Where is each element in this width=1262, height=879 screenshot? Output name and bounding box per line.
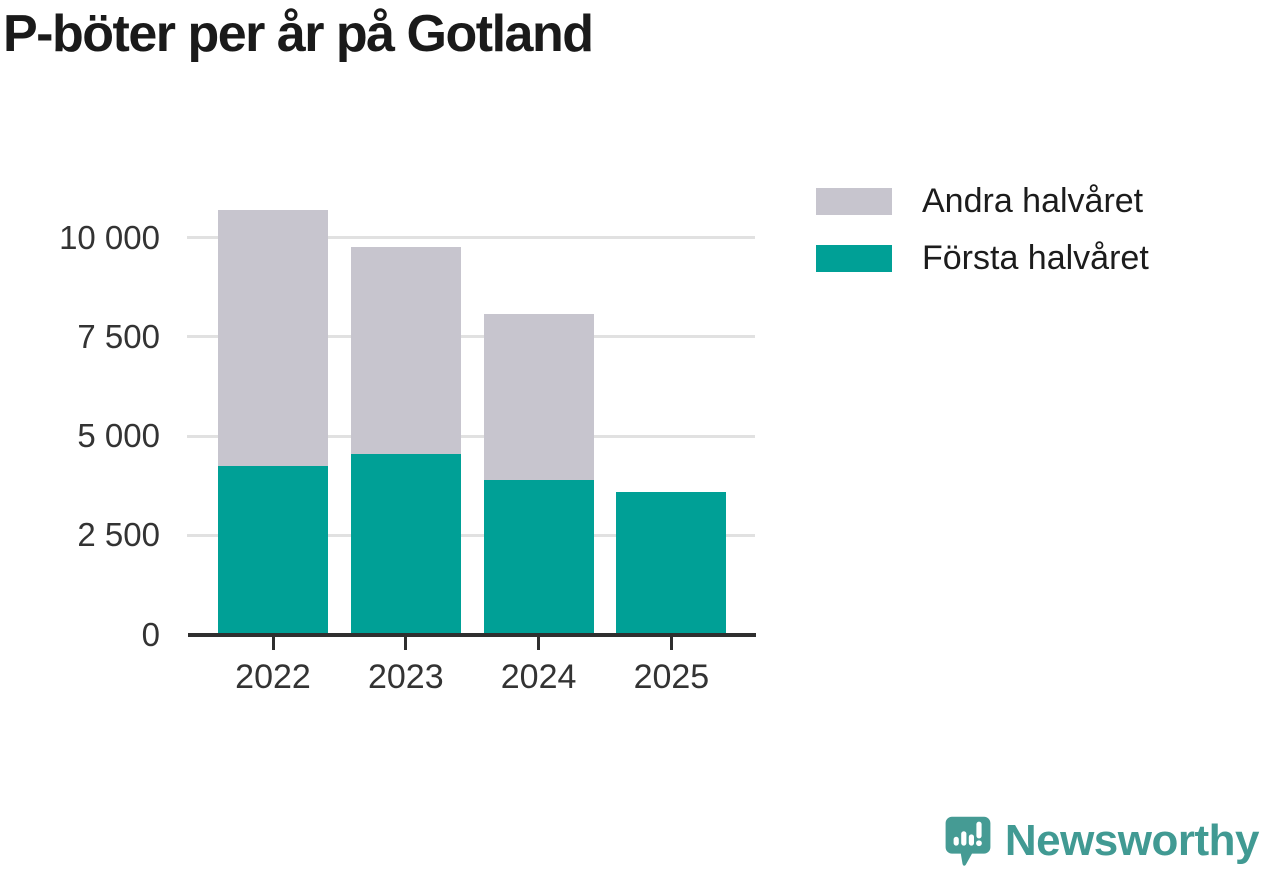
bar-segment-andra-2022 <box>218 209 328 466</box>
y-tick-label-2500: 2 500 <box>77 516 160 554</box>
bar-segment-första-2024 <box>483 480 594 635</box>
bar-segment-första-2023 <box>350 453 461 635</box>
legend-item-andra-halvaret: Andra halvåret <box>816 182 1149 220</box>
brand-logo: Newsworthy <box>944 812 1260 876</box>
x-tick-label-2024: 2024 <box>500 658 577 696</box>
bar-segment-första-2025 <box>616 491 727 635</box>
legend-swatch-forsta-halvaret <box>816 245 892 272</box>
legend-label-forsta-halvaret: Första halvåret <box>922 239 1149 277</box>
x-tick-label-2023: 2023 <box>367 658 444 696</box>
bar-segment-andra-2023 <box>350 247 461 454</box>
x-tick-label-2022: 2022 <box>235 658 311 696</box>
x-tick-2023 <box>404 636 408 650</box>
y-tick-label-0: 0 <box>141 615 160 653</box>
bar-segment-andra-2024 <box>483 313 594 481</box>
legend-item-forsta-halvaret: Första halvåret <box>816 239 1149 277</box>
x-tick-2022 <box>271 636 275 650</box>
grid-line-7500 <box>187 335 755 339</box>
brand-name: Newsworthy <box>1004 816 1260 865</box>
grid-line-5000 <box>187 434 755 438</box>
x-axis-line <box>188 632 756 637</box>
x-tick-2024 <box>537 636 541 650</box>
chart-legend: Andra halvåret Första halvåret <box>816 182 1149 302</box>
x-tick-label-2025: 2025 <box>633 658 710 696</box>
y-tick-label-7500: 7 500 <box>77 317 160 355</box>
y-tick-label-10000: 10 000 <box>59 218 160 256</box>
legend-swatch-andra-halvaret <box>816 188 892 215</box>
grid-line-10000 <box>187 236 755 240</box>
bar-segment-första-2022 <box>218 465 328 635</box>
grid-line-2500 <box>187 533 755 537</box>
chart-title: P-böter per år på Gotland <box>3 5 594 63</box>
newsworthy-logo-icon <box>945 816 991 866</box>
x-tick-2025 <box>669 636 673 650</box>
legend-label-andra-halvaret: Andra halvåret <box>922 182 1144 220</box>
y-tick-label-5000: 5 000 <box>77 417 160 455</box>
